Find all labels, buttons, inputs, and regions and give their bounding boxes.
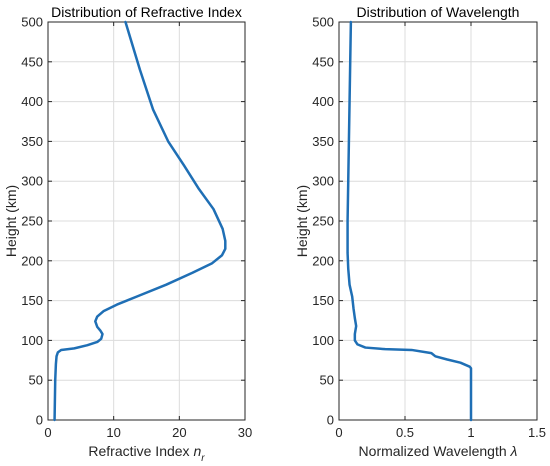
left-y-tick-label: 200 [21,253,43,268]
right-y-tick-label: 400 [312,94,334,109]
left-y-tick-label: 0 [36,413,43,428]
left-y-tick-label: 300 [21,174,43,189]
right-y-tick-label: 150 [312,293,334,308]
left-series-line [53,20,227,422]
left-x-tick-label: 30 [238,425,252,440]
left-chart-title: Distribution of Refractive Index [51,4,242,20]
left-y-tick-label: 150 [21,293,43,308]
left-x-tick-label: 0 [44,425,51,440]
left-chart-panel: 0 10 20 30050100150200250300350400450500Dis… [3,4,252,464]
left-y-tick-label: 50 [29,373,43,388]
left-y-tick-label: 450 [21,54,43,69]
right-x-tick-label: 0 [335,425,342,440]
right-x-axis-label: Normalized Wavelength λ [359,443,518,459]
left-y-tick-label: 250 [21,214,43,229]
right-x-axis-label-symbol: λ [510,443,518,459]
right-x-axis-label-text: Normalized Wavelength [359,443,511,459]
left-y-tick-label: 100 [21,333,43,348]
right-y-axis-label: Height (km) [294,185,310,257]
left-y-tick-label: 350 [21,134,43,149]
right-y-tick-label: 0 [327,413,334,428]
left-x-axis-label-subscript: r [201,453,205,464]
right-x-tick-label: 1.5 [528,425,546,440]
left-x-axis-label: Refractive Index nr [88,443,205,464]
right-y-tick-label: 50 [320,373,334,388]
right-y-tick-label: 200 [312,253,334,268]
right-chart-title: Distribution of Wavelength [357,4,520,20]
left-x-tick-label: 10 [106,425,120,440]
right-y-tick-label: 300 [312,174,334,189]
left-y-tick-label: 400 [21,94,43,109]
right-series-line [346,20,473,422]
right-y-tick-label: 450 [312,54,334,69]
right-y-tick-label: 100 [312,333,334,348]
left-y-axis-label: Height (km) [3,185,19,257]
right-chart-panel: 0 0.5 1 1.5 0 50 100 150 200 250 300 350 400 450 500 Di… [294,4,546,459]
right-y-tick-label: 350 [312,134,334,149]
left-x-tick-label: 20 [172,425,186,440]
left-x-axis-label-text: Refractive Index [88,443,193,459]
right-x-tick-label: 1 [467,425,474,440]
left-x-axis-label-symbol: n [193,443,201,459]
left-y-tick-label: 500 [21,15,43,30]
right-x-tick-label: 0.5 [396,425,414,440]
right-y-tick-label: 500 [312,15,334,30]
right-y-tick-label: 250 [312,214,334,229]
